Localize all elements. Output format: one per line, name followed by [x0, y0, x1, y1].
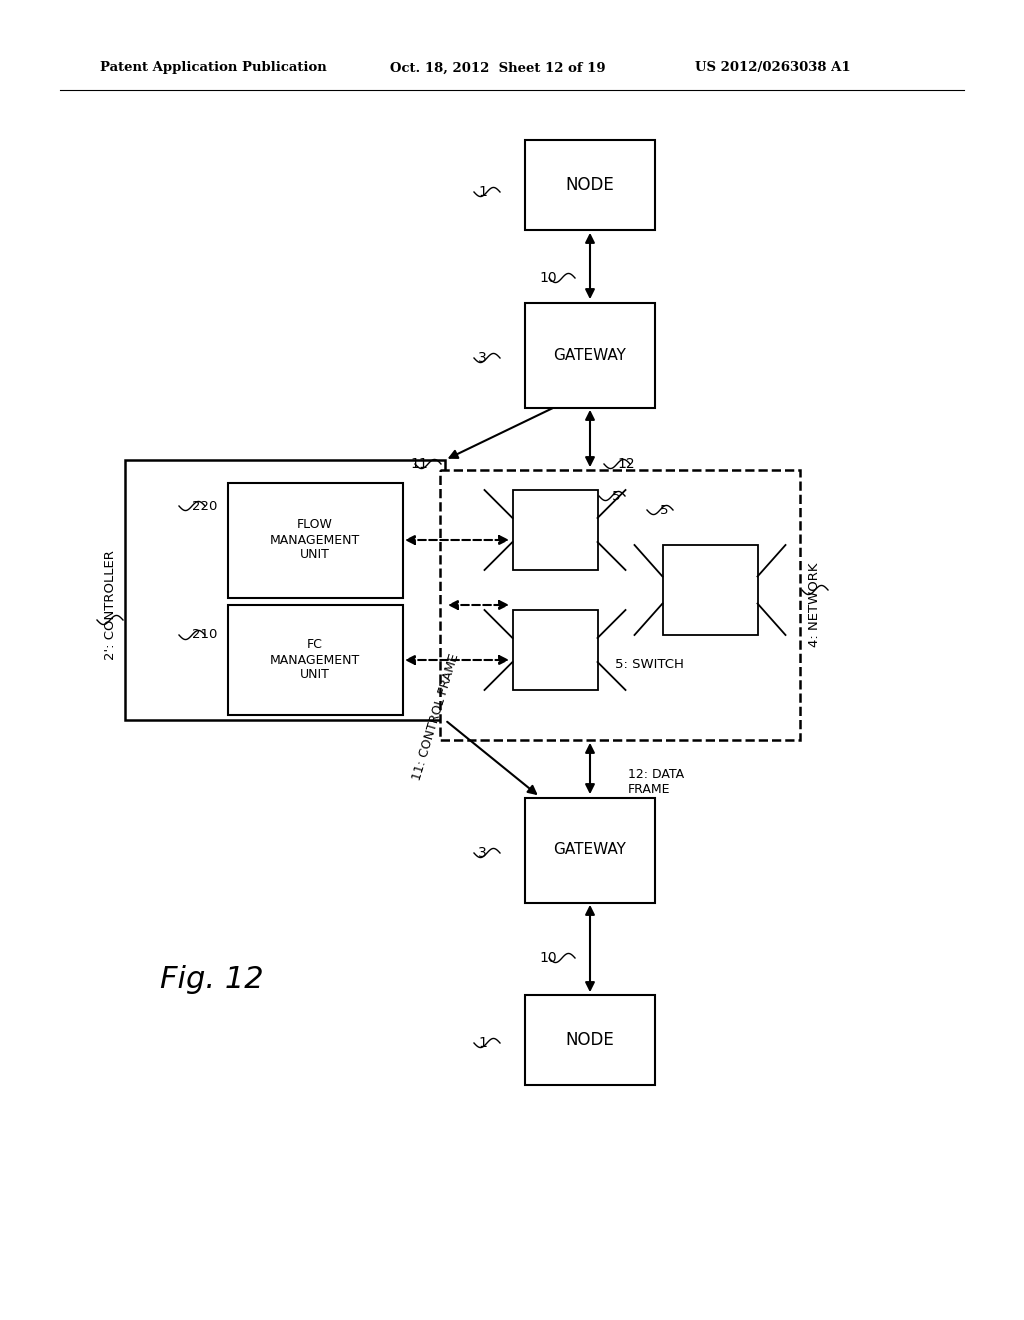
Text: US 2012/0263038 A1: US 2012/0263038 A1	[695, 62, 851, 74]
Bar	[440, 470, 800, 741]
Bar	[525, 140, 655, 230]
Bar	[525, 302, 655, 408]
Text: 220: 220	[193, 499, 217, 512]
Text: NODE: NODE	[565, 1031, 614, 1049]
Bar	[525, 797, 655, 903]
Text: Oct. 18, 2012  Sheet 12 of 19: Oct. 18, 2012 Sheet 12 of 19	[390, 62, 605, 74]
Text: GATEWAY: GATEWAY	[554, 842, 627, 858]
Bar	[227, 483, 402, 598]
Text: 2': CONTROLLER: 2': CONTROLLER	[103, 550, 117, 660]
Text: 11: 11	[411, 457, 428, 471]
Text: FLOW
MANAGEMENT
UNIT: FLOW MANAGEMENT UNIT	[270, 519, 360, 561]
Text: 5: 5	[612, 490, 621, 503]
Text: Patent Application Publication: Patent Application Publication	[100, 62, 327, 74]
Bar	[525, 995, 655, 1085]
Text: 11: CONTROL FRAME: 11: CONTROL FRAME	[411, 652, 462, 781]
Bar	[663, 545, 758, 635]
Text: 4: NETWORK: 4: NETWORK	[809, 562, 821, 647]
Text: FC
MANAGEMENT
UNIT: FC MANAGEMENT UNIT	[270, 639, 360, 681]
Text: NODE: NODE	[565, 176, 614, 194]
Bar	[227, 605, 402, 715]
Text: 10: 10	[540, 271, 557, 285]
Text: Fig. 12: Fig. 12	[160, 965, 263, 994]
Text: 12: DATA
FRAME: 12: DATA FRAME	[628, 768, 684, 796]
Text: 3: 3	[478, 351, 487, 366]
Text: 5: 5	[660, 503, 669, 516]
Bar	[125, 459, 445, 719]
Text: 210: 210	[193, 628, 217, 642]
Text: 3: 3	[478, 846, 487, 861]
Text: 12: 12	[617, 457, 635, 471]
Text: GATEWAY: GATEWAY	[554, 347, 627, 363]
Text: 10: 10	[540, 950, 557, 965]
Bar	[512, 490, 597, 570]
Text: 1: 1	[478, 1036, 487, 1049]
Text: 1: 1	[478, 185, 487, 199]
Bar	[512, 610, 597, 690]
Text: 5: SWITCH: 5: SWITCH	[615, 659, 684, 672]
